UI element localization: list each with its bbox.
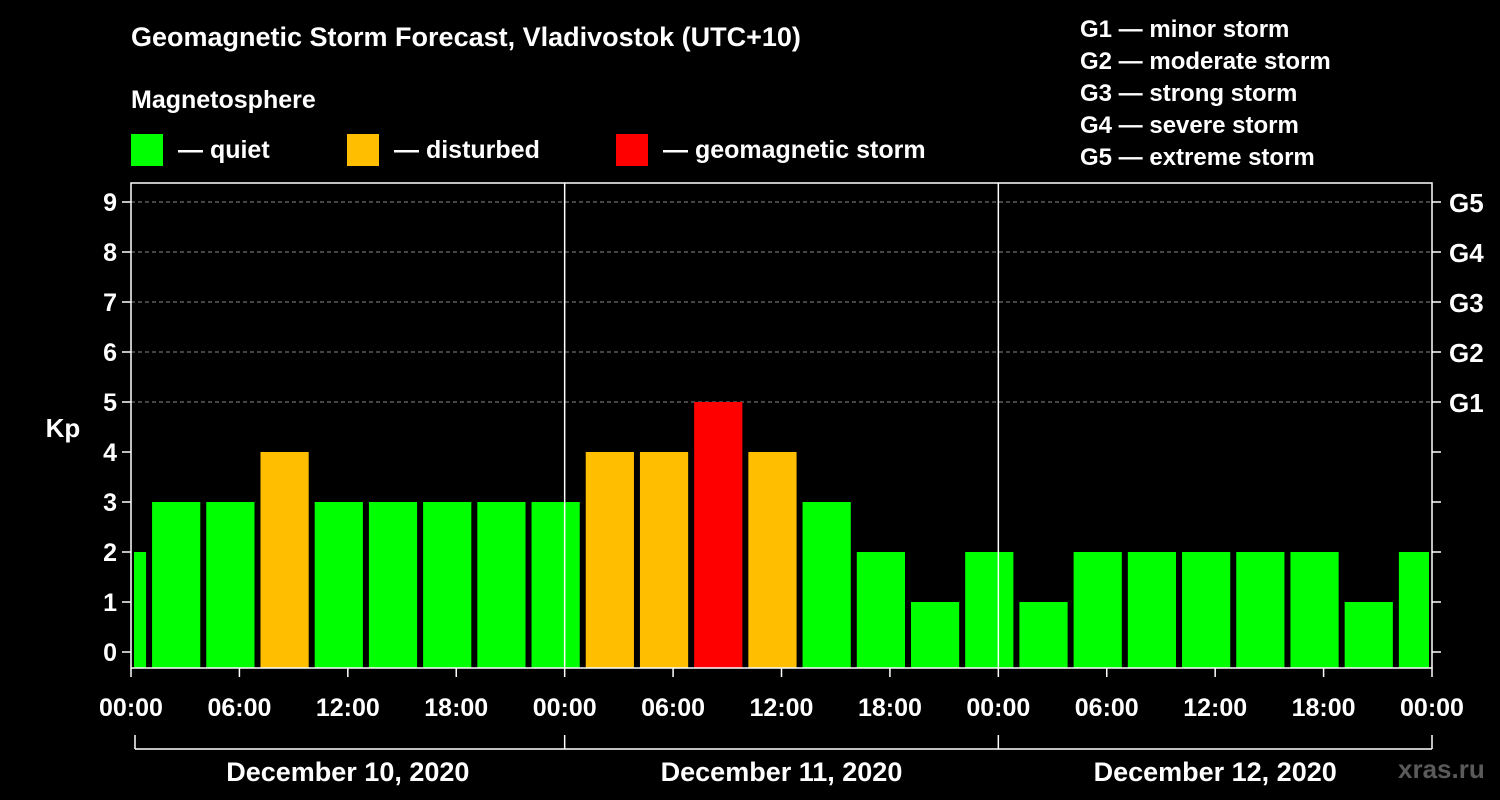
kp-bar-21 [1236,552,1285,668]
y-tick-label-8: 8 [103,239,117,267]
y-tick-label-1: 1 [103,589,117,617]
kp-bar-20 [1182,552,1231,668]
x-tick-label-5: 06:00 [641,694,705,722]
kp-bar-2 [206,502,255,668]
kp-bar-11 [694,402,743,668]
y-tick-label-4: 4 [103,439,117,467]
y-tick-label-2: 2 [103,539,117,567]
legend-storm-swatch [616,134,648,166]
storm-scale-g3: G3 — strong storm [1080,80,1298,107]
date-label-1: December 11, 2020 [661,757,903,787]
storm-scale-g1: G1 — minor storm [1080,16,1290,43]
y-axis-label: Kp [46,413,81,443]
y-tick-label-6: 6 [103,339,117,367]
kp-bar-18 [1073,552,1122,668]
kp-bar-13 [802,502,851,668]
kp-bar-8 [531,502,580,668]
kp-bar-24 [1398,552,1429,668]
kp-bar-12 [748,452,797,668]
kp-bar-7 [477,502,526,668]
legend-storm: — geomagnetic storm [616,133,926,167]
x-tick-label-1: 06:00 [207,694,271,722]
x-tick-label-8: 00:00 [966,694,1030,722]
legend-disturbed: — disturbed [347,133,540,167]
x-tick-label-3: 18:00 [424,694,488,722]
chart-title: Geomagnetic Storm Forecast, Vladivostok … [131,22,801,52]
kp-bar-0 [134,552,147,668]
x-tick-label-2: 12:00 [316,694,380,722]
kp-bar-16 [965,552,1014,668]
legend-quiet-label: — quiet [178,135,270,164]
date-label-2: December 12, 2020 [1094,757,1337,787]
kp-bar-19 [1127,552,1177,668]
x-tick-label-9: 06:00 [1075,694,1139,722]
kp-bar-10 [639,452,689,668]
storm-level-label-G2: G2 [1449,338,1484,368]
kp-bar-17 [1019,602,1068,668]
storm-level-label-G3: G3 [1449,288,1484,318]
y-tick-label-3: 3 [103,489,117,517]
kp-bar-15 [910,602,960,668]
y-tick-label-5: 5 [103,389,117,417]
kp-bar-1 [152,502,201,668]
kp-bar-5 [368,502,418,668]
legend-disturbed-swatch [347,134,379,166]
storm-level-label-G5: G5 [1449,188,1484,218]
y-tick-label-7: 7 [103,289,117,317]
legend-storm-label: — geomagnetic storm [663,135,926,164]
x-tick-label-6: 12:00 [750,694,814,722]
kp-bar-3 [260,452,309,668]
kp-bar-23 [1344,602,1393,668]
storm-scale-legend: G1 — minor storm G2 — moderate storm G3 … [1080,14,1331,174]
kp-bar-22 [1290,552,1339,668]
x-tick-label-10: 12:00 [1183,694,1247,722]
y-tick-label-9: 9 [103,189,117,217]
storm-scale-g4: G4 — severe storm [1080,112,1299,139]
x-tick-label-7: 18:00 [858,694,922,722]
x-tick-label-4: 00:00 [533,694,597,722]
x-tick-label-11: 18:00 [1292,694,1356,722]
x-tick-label-12: 00:00 [1400,694,1464,722]
storm-scale-g2: G2 — moderate storm [1080,48,1331,75]
legend-disturbed-label: — disturbed [394,135,540,164]
storm-level-label-G1: G1 [1449,388,1484,418]
watermark: xras.ru [1398,754,1485,784]
kp-bar-6 [423,502,472,668]
x-tick-label-0: 00:00 [99,694,163,722]
storm-scale-g5: G5 — extreme storm [1080,144,1315,171]
kp-bar-9 [585,452,634,668]
date-label-0: December 10, 2020 [226,757,469,787]
magnetosphere-subtitle: Magnetosphere [131,86,316,114]
kp-bar-14 [856,552,905,668]
y-tick-label-0: 0 [103,639,117,667]
kp-bar-4 [314,502,363,668]
storm-level-label-G4: G4 [1449,238,1484,268]
legend-quiet: — quiet [131,133,270,167]
legend-quiet-swatch [131,134,163,166]
